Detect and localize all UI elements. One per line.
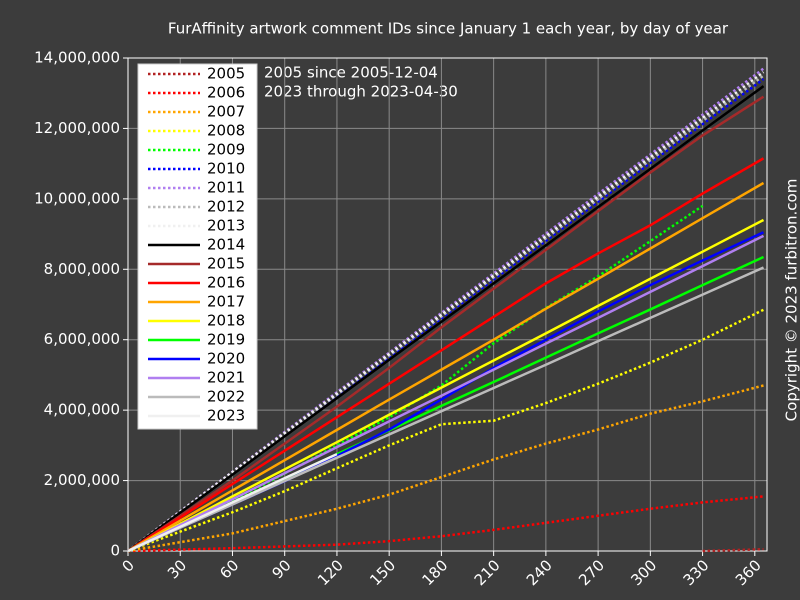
series-line	[127, 384, 764, 553]
legend-label: 2009	[207, 141, 245, 159]
series-line	[127, 453, 338, 553]
legend-label: 2008	[207, 122, 245, 140]
y-tick-label: 8,000,000	[44, 260, 120, 278]
legend-label: 2015	[207, 255, 245, 273]
annotation: 2023 through 2023-04-30	[264, 83, 458, 101]
legend-label: 2010	[207, 160, 245, 178]
y-tick-label: 2,000,000	[44, 471, 120, 489]
legend-label: 2013	[207, 217, 245, 235]
series-line	[127, 218, 765, 553]
annotation: 2005 since 2005-12-04	[264, 64, 438, 82]
legend-label: 2011	[207, 179, 245, 197]
y-tick-label: 4,000,000	[44, 401, 120, 419]
series-line	[127, 266, 765, 553]
y-tick-label: 14,000,000	[34, 49, 120, 67]
series-line	[127, 71, 765, 552]
plot-frame	[127, 57, 768, 552]
series-line	[127, 181, 765, 553]
legend-label: 2016	[207, 274, 245, 292]
legend-label: 2018	[207, 312, 245, 330]
y-tick-label: 6,000,000	[44, 330, 120, 348]
legend-label: 2014	[207, 236, 245, 254]
legend-box	[137, 63, 258, 430]
series-line	[127, 308, 765, 553]
y-tick-label: 10,000,000	[34, 189, 120, 207]
y-tick-label: 12,000,000	[34, 119, 120, 137]
copyright: Copyright © 2023 furbitron.com	[783, 179, 800, 422]
y-tick-label: 0	[110, 542, 120, 560]
series-line	[127, 85, 765, 553]
legend-label: 2017	[207, 293, 245, 311]
legend-label: 2012	[207, 198, 245, 216]
series-line	[127, 95, 765, 553]
series-line	[702, 547, 764, 553]
series-line	[127, 157, 765, 553]
legend-label: 2021	[207, 369, 245, 387]
legend-label: 2005	[207, 65, 245, 83]
series-line	[127, 234, 765, 553]
legend-label: 2019	[207, 331, 245, 349]
legend-label: 2022	[207, 388, 245, 406]
legend-label: 2007	[207, 103, 245, 121]
legend-label: 2006	[207, 84, 245, 102]
legend-label: 2020	[207, 350, 245, 368]
legend-label: 2023	[207, 407, 245, 425]
chart-title: FurAffinity artwork comment IDs since Ja…	[168, 20, 729, 38]
